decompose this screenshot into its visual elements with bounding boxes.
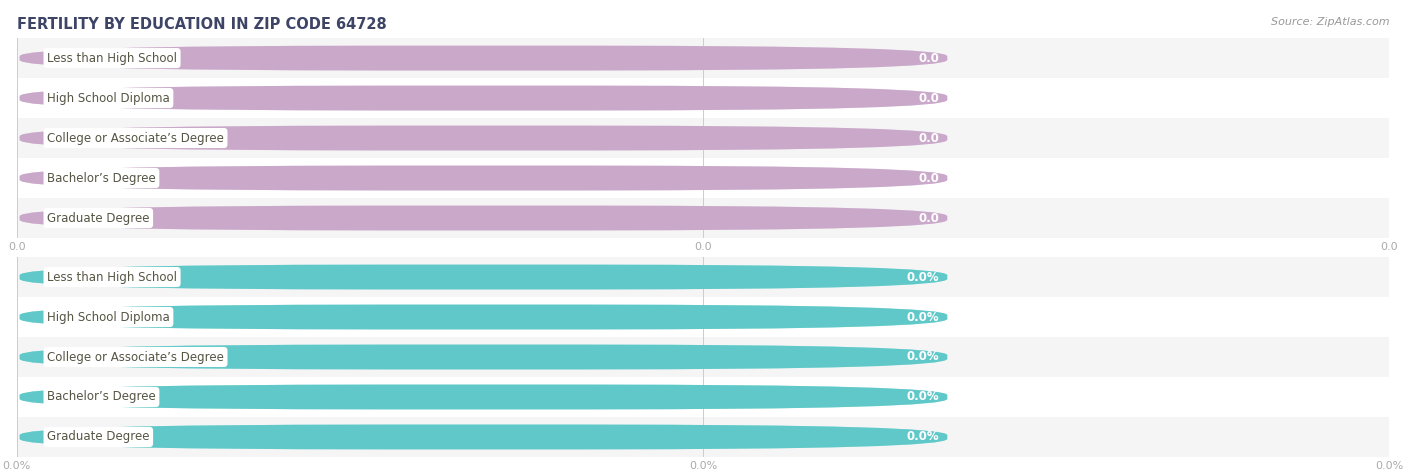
Text: Graduate Degree: Graduate Degree <box>46 430 149 444</box>
Bar <box>17 337 1389 377</box>
Text: Graduate Degree: Graduate Degree <box>46 211 149 225</box>
Text: Source: ZipAtlas.com: Source: ZipAtlas.com <box>1271 17 1389 27</box>
Bar <box>17 158 1389 198</box>
Text: 0.0%: 0.0% <box>907 390 939 404</box>
Bar <box>17 78 1389 118</box>
Text: 0.0: 0.0 <box>918 51 939 65</box>
FancyBboxPatch shape <box>20 86 948 110</box>
Text: 0.0: 0.0 <box>918 91 939 105</box>
FancyBboxPatch shape <box>20 166 948 190</box>
FancyBboxPatch shape <box>20 385 948 409</box>
FancyBboxPatch shape <box>20 46 948 70</box>
Bar <box>17 417 1389 457</box>
Bar <box>17 38 1389 78</box>
Text: High School Diploma: High School Diploma <box>46 91 170 105</box>
FancyBboxPatch shape <box>20 425 948 449</box>
Text: Bachelor’s Degree: Bachelor’s Degree <box>46 171 156 185</box>
FancyBboxPatch shape <box>20 345 948 369</box>
Bar <box>17 297 1389 337</box>
Text: Bachelor’s Degree: Bachelor’s Degree <box>46 390 156 404</box>
FancyBboxPatch shape <box>20 305 948 329</box>
Text: 0.0%: 0.0% <box>907 270 939 284</box>
FancyBboxPatch shape <box>20 126 948 150</box>
FancyBboxPatch shape <box>20 206 948 230</box>
FancyBboxPatch shape <box>20 305 948 329</box>
Bar <box>17 198 1389 238</box>
FancyBboxPatch shape <box>20 265 948 289</box>
Text: 0.0: 0.0 <box>918 211 939 225</box>
Text: College or Associate’s Degree: College or Associate’s Degree <box>46 131 224 145</box>
FancyBboxPatch shape <box>20 126 948 150</box>
Text: High School Diploma: High School Diploma <box>46 310 170 324</box>
Text: 0.0%: 0.0% <box>907 430 939 444</box>
FancyBboxPatch shape <box>20 206 948 230</box>
FancyBboxPatch shape <box>20 86 948 110</box>
Text: 0.0: 0.0 <box>918 131 939 145</box>
FancyBboxPatch shape <box>20 166 948 190</box>
FancyBboxPatch shape <box>20 345 948 369</box>
Bar <box>17 257 1389 297</box>
FancyBboxPatch shape <box>20 385 948 409</box>
Text: Less than High School: Less than High School <box>46 51 177 65</box>
Text: College or Associate’s Degree: College or Associate’s Degree <box>46 350 224 364</box>
Text: FERTILITY BY EDUCATION IN ZIP CODE 64728: FERTILITY BY EDUCATION IN ZIP CODE 64728 <box>17 17 387 32</box>
Bar <box>17 377 1389 417</box>
FancyBboxPatch shape <box>20 46 948 70</box>
FancyBboxPatch shape <box>20 265 948 289</box>
Bar <box>17 118 1389 158</box>
Text: 0.0%: 0.0% <box>907 350 939 364</box>
Text: 0.0%: 0.0% <box>907 310 939 324</box>
FancyBboxPatch shape <box>20 425 948 449</box>
Text: Less than High School: Less than High School <box>46 270 177 284</box>
Text: 0.0: 0.0 <box>918 171 939 185</box>
